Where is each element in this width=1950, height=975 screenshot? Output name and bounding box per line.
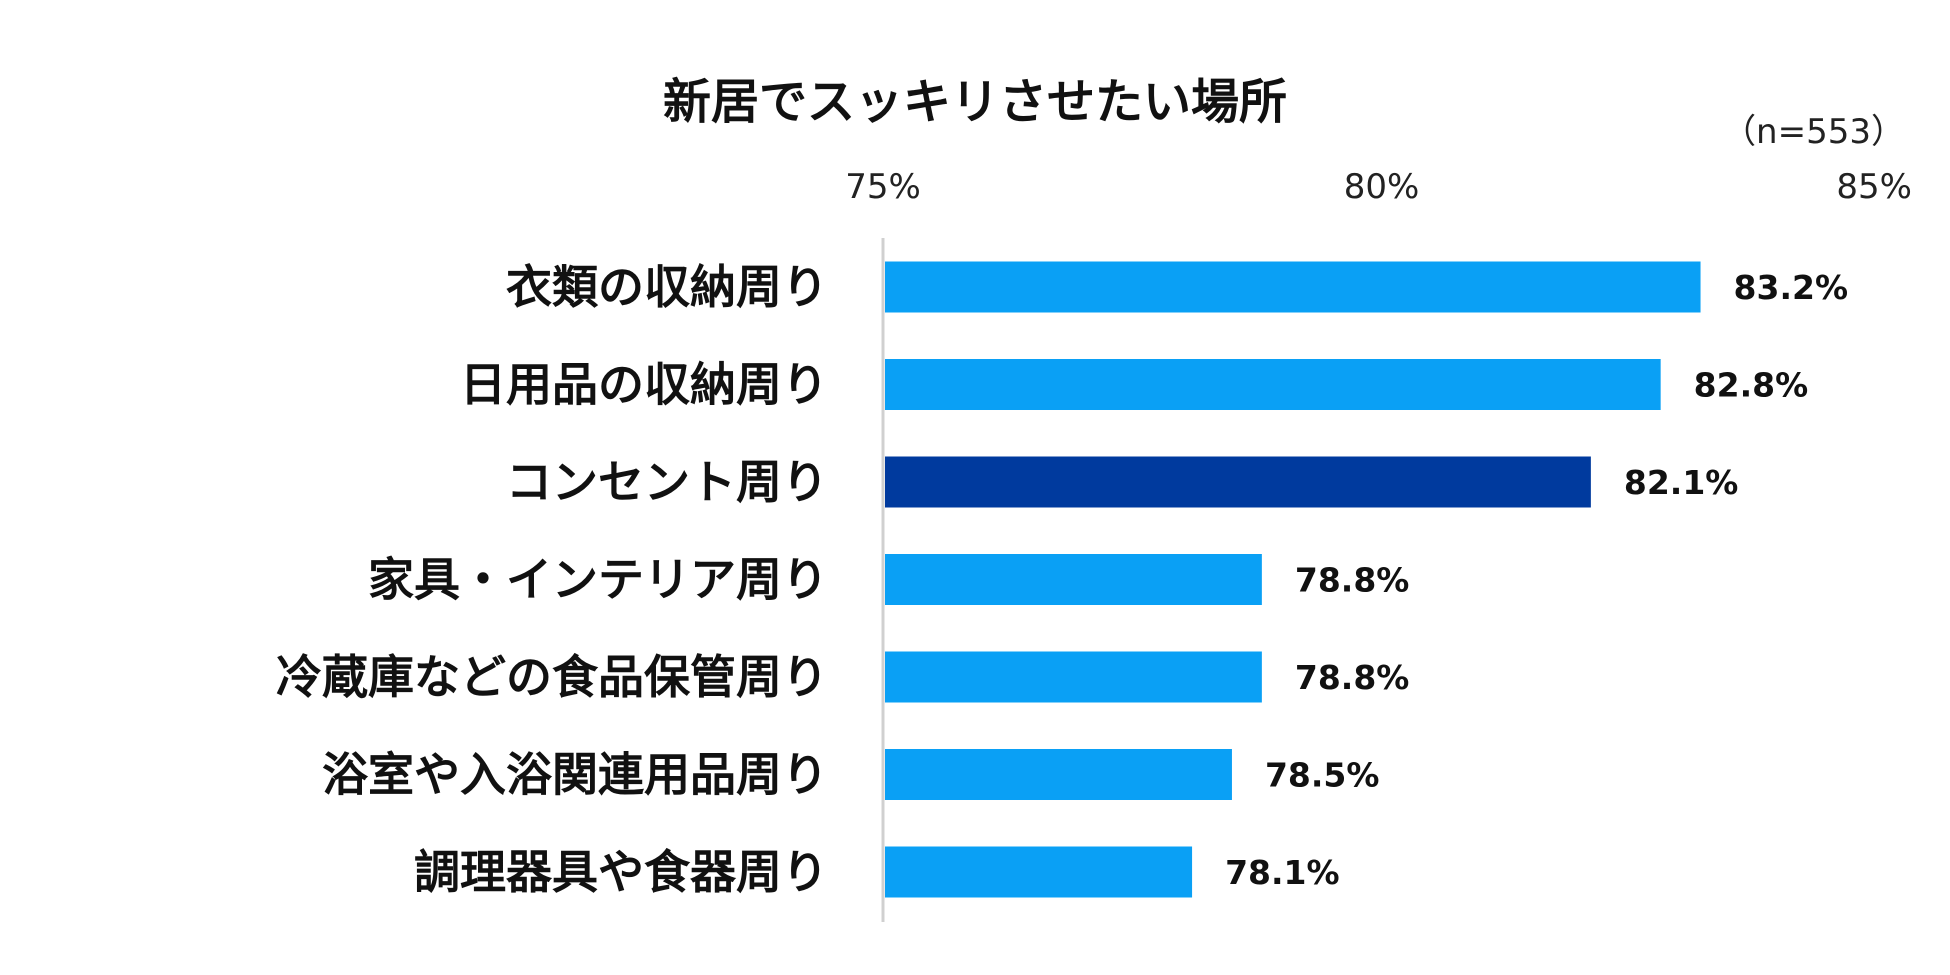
x-axis-ticks: 75% 80% 85% [845, 167, 1912, 207]
bar [885, 261, 1701, 313]
bar [885, 456, 1591, 508]
value-label: 78.8% [1295, 561, 1410, 600]
value-label: 82.8% [1694, 366, 1809, 405]
category-label: 衣類の収納周り [506, 260, 828, 314]
category-label: コンセント周り [506, 455, 828, 509]
category-label: 調理器具や食器周り [414, 845, 828, 899]
category-label: 冷蔵庫などの食品保管周り [276, 650, 828, 704]
bar [885, 749, 1232, 800]
sample-size-note: （n=553） [1722, 112, 1905, 152]
category-labels: 衣類の収納周り日用品の収納周りコンセント周り家具・インテリア周り冷蔵庫などの食品… [276, 260, 828, 899]
value-label: 83.2% [1734, 268, 1849, 307]
x-tick-label: 75% [845, 167, 921, 207]
category-label: 日用品の収納周り [460, 358, 828, 412]
bar [885, 651, 1262, 703]
category-label: 家具・インテリア周り [368, 553, 828, 607]
value-label: 78.5% [1265, 756, 1380, 795]
bar [885, 359, 1661, 410]
bar [885, 554, 1262, 605]
bar [885, 846, 1193, 898]
value-labels: 83.2% 82.8% 82.1% 78.8% 78.8% 78.5% 78.1% [1225, 268, 1848, 892]
value-label: 82.1% [1624, 463, 1739, 502]
value-label: 78.8% [1295, 658, 1410, 697]
bars [885, 261, 1701, 898]
x-tick-label: 85% [1836, 167, 1912, 207]
category-label: 浴室や入浴関連用品周り [322, 748, 828, 802]
chart-title: 新居でスッキリさせたい場所 [663, 74, 1287, 130]
value-label: 78.1% [1225, 853, 1340, 892]
x-tick-label: 80% [1344, 167, 1420, 207]
